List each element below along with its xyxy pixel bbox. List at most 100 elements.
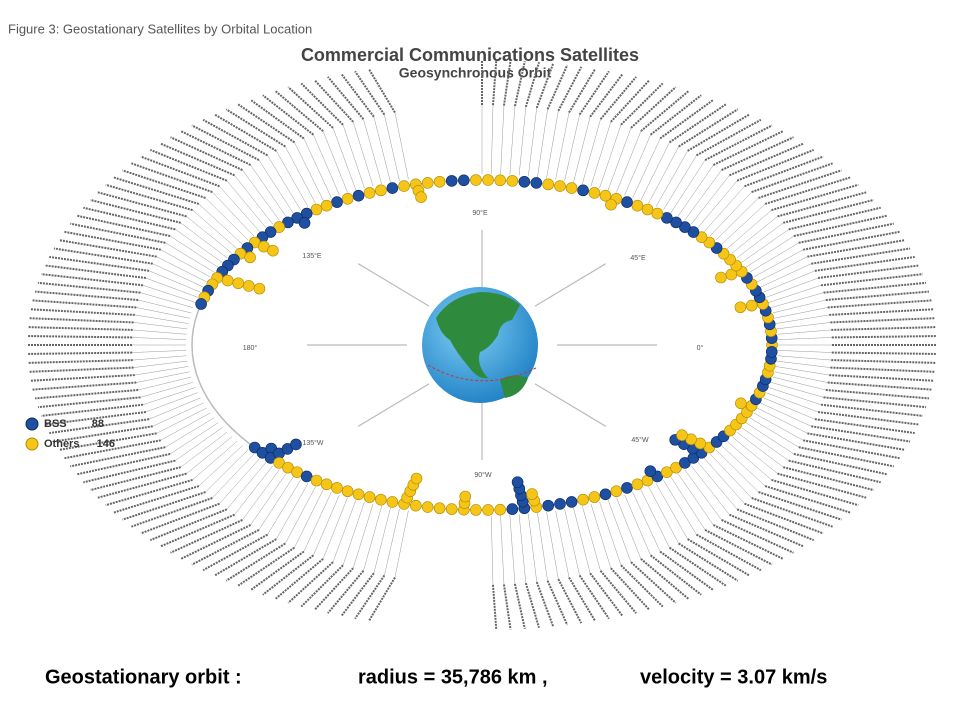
label-stub (237, 103, 296, 144)
leader (285, 486, 316, 544)
label-stub (803, 439, 900, 460)
leader (258, 476, 294, 531)
satellite (765, 346, 778, 358)
leader (775, 366, 830, 376)
label-stub (49, 255, 150, 272)
satellite (282, 461, 294, 474)
leader (772, 376, 826, 391)
satellite (291, 466, 303, 478)
leader (219, 186, 261, 233)
label-stub (90, 466, 181, 492)
label-stub (823, 396, 927, 409)
label-stub (599, 570, 637, 614)
leader (648, 486, 679, 544)
satellite (644, 465, 657, 477)
leader (709, 191, 752, 237)
leader (555, 510, 570, 578)
label-stub (758, 169, 842, 199)
label-stub (191, 529, 260, 566)
label-stub (829, 374, 934, 382)
label-stub (354, 70, 386, 116)
leader (528, 107, 538, 177)
leader (616, 131, 642, 193)
satellite (641, 203, 654, 216)
label-stub (202, 533, 268, 572)
leader (518, 106, 527, 176)
leader (352, 503, 374, 569)
leader (736, 431, 784, 468)
label-stub (37, 396, 141, 409)
label-stub (249, 550, 305, 592)
label-stub (491, 584, 498, 630)
legend-count: 88 (92, 418, 104, 430)
label-stub (777, 191, 867, 218)
satellite (511, 476, 524, 488)
leader (772, 299, 826, 314)
legend-count: 146 (97, 438, 115, 450)
label-stub (687, 538, 750, 577)
satellite (588, 491, 601, 503)
leader (267, 479, 301, 535)
label-fan (27, 60, 937, 630)
label-stub (729, 142, 805, 177)
satellite (421, 501, 434, 513)
label-stub (53, 425, 153, 443)
label-stub (704, 124, 773, 161)
label-stub (713, 130, 784, 166)
label-stub (28, 366, 134, 373)
earth (422, 287, 538, 403)
leader (142, 285, 196, 303)
satellite (470, 174, 482, 186)
leader (192, 440, 238, 481)
satellite (290, 438, 302, 451)
label-stub (513, 61, 526, 107)
leader (342, 501, 365, 566)
leader (599, 501, 622, 566)
leader (768, 387, 822, 405)
leader (697, 461, 738, 510)
spoke (357, 383, 430, 427)
satellite (599, 189, 612, 202)
leader (491, 515, 494, 585)
leader (528, 513, 538, 583)
leader (684, 169, 722, 221)
satellite (253, 282, 266, 295)
label-stub (262, 554, 315, 596)
satellite (433, 175, 446, 188)
leader (564, 509, 580, 576)
label-stub (829, 308, 934, 316)
label-stub (814, 418, 915, 435)
leader (763, 397, 815, 420)
satellite (331, 482, 343, 494)
leader (152, 402, 204, 427)
leader (491, 105, 494, 175)
label-stub (327, 570, 365, 614)
satellite (565, 182, 578, 194)
leader (149, 397, 201, 420)
satellite (459, 490, 472, 503)
label-stub (814, 255, 915, 272)
label-stub (817, 410, 920, 426)
direction-label: 90°E (472, 209, 488, 217)
label-stub (599, 76, 637, 120)
leader (132, 329, 187, 335)
satellite (599, 488, 612, 501)
label-stub (159, 513, 235, 548)
satellite (421, 177, 434, 189)
label-stub (736, 508, 815, 542)
leader (564, 114, 580, 181)
leader (205, 449, 249, 493)
satellite (363, 187, 376, 199)
leader (582, 505, 601, 571)
leader (170, 235, 219, 268)
leader (133, 360, 188, 368)
label-stub (30, 374, 135, 382)
leader (721, 203, 766, 245)
label-stub (825, 290, 930, 302)
leader (160, 249, 211, 278)
label-stub (180, 524, 251, 560)
leader (394, 510, 409, 578)
leader (363, 505, 382, 571)
label-stub (568, 576, 597, 622)
label-stub (274, 558, 324, 600)
